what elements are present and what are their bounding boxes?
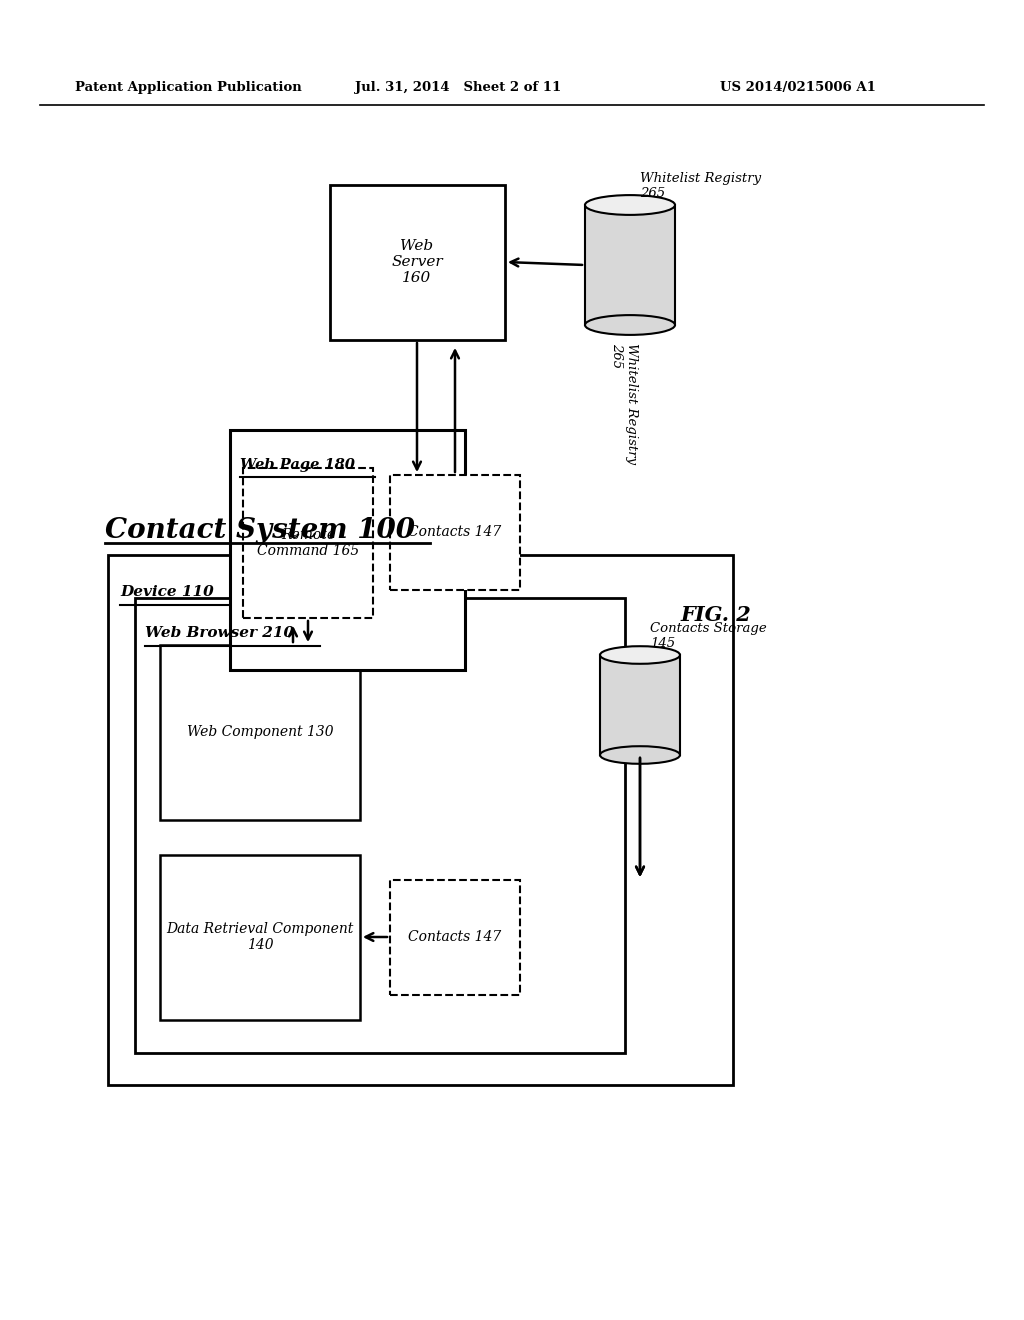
Ellipse shape <box>585 315 675 335</box>
Text: Web
Server
160: Web Server 160 <box>391 239 442 285</box>
Ellipse shape <box>585 195 675 215</box>
Text: Web Page 180: Web Page 180 <box>240 458 355 473</box>
Ellipse shape <box>600 647 680 664</box>
Text: Web Component 130: Web Component 130 <box>186 725 334 739</box>
Bar <box>243 469 373 618</box>
Bar <box>600 655 680 755</box>
Text: Contacts Storage
145: Contacts Storage 145 <box>650 622 767 649</box>
Bar <box>230 430 465 671</box>
Bar <box>330 185 505 341</box>
Bar <box>585 205 675 325</box>
Text: Contact System 100: Contact System 100 <box>105 516 415 544</box>
Text: Web Browser 210: Web Browser 210 <box>145 626 294 640</box>
Bar <box>390 880 520 995</box>
Text: Patent Application Publication: Patent Application Publication <box>75 82 302 95</box>
Text: US 2014/0215006 A1: US 2014/0215006 A1 <box>720 82 876 95</box>
Ellipse shape <box>600 746 680 764</box>
Bar <box>160 645 360 820</box>
Bar <box>135 598 625 1053</box>
Text: Remote
Command 165: Remote Command 165 <box>257 528 359 558</box>
Bar <box>108 554 733 1085</box>
Text: Device 110: Device 110 <box>120 585 214 599</box>
Text: Jul. 31, 2014   Sheet 2 of 11: Jul. 31, 2014 Sheet 2 of 11 <box>355 82 561 95</box>
Bar <box>390 475 520 590</box>
Text: Whitelist Registry
265: Whitelist Registry 265 <box>610 343 638 465</box>
Text: FIG. 2: FIG. 2 <box>680 605 751 624</box>
Bar <box>160 855 360 1020</box>
Text: Contacts 147: Contacts 147 <box>409 931 502 944</box>
Text: Data Retrieval Component
140: Data Retrieval Component 140 <box>166 921 353 952</box>
Text: Whitelist Registry
265: Whitelist Registry 265 <box>640 172 761 201</box>
Text: Contacts 147: Contacts 147 <box>409 525 502 539</box>
